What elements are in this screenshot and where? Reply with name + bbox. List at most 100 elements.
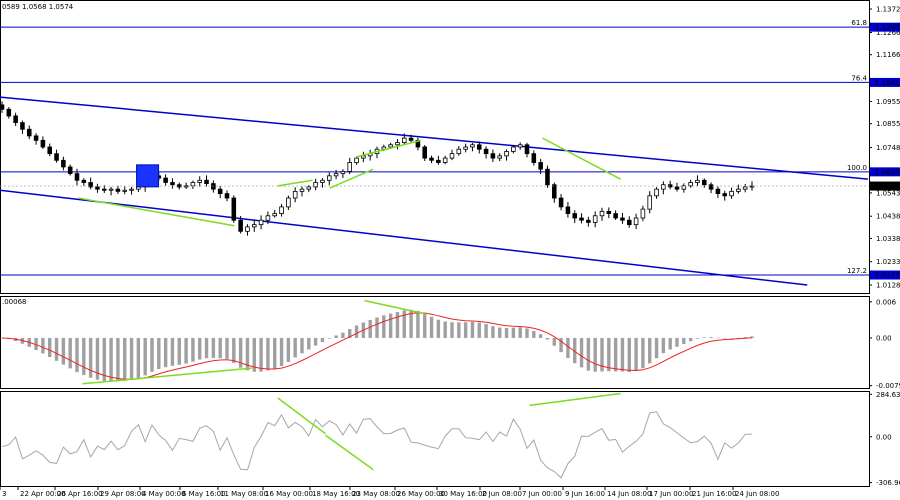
candle-body [320, 179, 325, 183]
price-tick-label: 1.0543 [876, 189, 900, 197]
macd-histogram-bar [163, 337, 168, 368]
macd-histogram-bar [559, 337, 563, 353]
macd-histogram-bar [68, 337, 72, 369]
price-tick-label: 1.0955 [876, 98, 900, 106]
candle-body [401, 137, 407, 143]
cci-panel[interactable] [0, 391, 870, 487]
candle-body [545, 168, 550, 186]
candle-body [681, 185, 687, 190]
candle-body [306, 186, 312, 190]
price-tick-label: 1.1372 [876, 5, 900, 13]
candle-body [586, 219, 591, 223]
candle-body [183, 185, 189, 188]
candle-body [640, 208, 646, 219]
candle-body [688, 182, 693, 187]
candle-body [388, 144, 393, 148]
macd-histogram-bar [695, 337, 700, 339]
time-tick-label: 26 Apr 16:00 [57, 490, 103, 498]
macd-histogram-bar [613, 337, 618, 372]
macd-histogram-bar [634, 337, 638, 371]
channel-line-upper [0, 96, 869, 180]
price-tick-label: 1.1166 [876, 51, 900, 59]
macd-histogram-bar [245, 337, 250, 371]
price-tick-label: 1.0233 [876, 258, 900, 266]
macd-histogram-bar [498, 327, 502, 338]
price-tick-label: 1.0338 [876, 235, 900, 243]
candle-body [524, 144, 530, 155]
candle-body [715, 188, 721, 194]
macd-histogram-bar [320, 337, 325, 343]
candle-body [558, 197, 564, 208]
fib-price-tag-label: 1.1290 [875, 24, 900, 32]
macd-histogram-bar [184, 337, 188, 364]
candle-body [88, 182, 93, 188]
macd-histogram-bar [457, 322, 461, 338]
macd-histogram-bar [382, 315, 386, 338]
macd-histogram-bar [273, 337, 277, 369]
macd-histogram-bar [368, 319, 372, 338]
main-price-panel[interactable] [0, 0, 870, 294]
macd-histogram-bar [123, 337, 127, 381]
macd-histogram-bar [354, 325, 359, 338]
macd-histogram-bar [211, 337, 216, 358]
macd-histogram-bar [395, 312, 400, 338]
macd-histogram-bar [736, 337, 741, 339]
macd-histogram-bar [238, 337, 243, 368]
macd-histogram-bar [682, 337, 686, 345]
candle-body [299, 188, 305, 192]
macd-histogram-bar [511, 327, 516, 338]
candle-body [592, 215, 598, 223]
macd-histogram-bar [34, 337, 38, 350]
macd-histogram-bar [423, 313, 427, 338]
candle-body [483, 148, 489, 155]
macd-histogram-bar [48, 337, 52, 358]
macd-histogram-bar [75, 337, 79, 373]
macd-histogram-bar [723, 337, 727, 339]
candle-body [101, 188, 107, 191]
candle-body [292, 190, 298, 199]
macd-histogram-bar [627, 337, 631, 372]
candle-body [74, 173, 80, 181]
macd-histogram-bar [341, 332, 345, 338]
macd-histogram-bar [95, 337, 100, 380]
macd-histogram-bar [416, 310, 420, 338]
macd-histogram-bar [109, 337, 113, 382]
macd-tick-label: 0.00 [876, 334, 892, 342]
macd-histogram-bar [279, 337, 284, 366]
macd-histogram-bar [191, 337, 195, 362]
macd-histogram-bar [198, 337, 202, 360]
macd-histogram-bar [470, 321, 475, 338]
macd-histogram-bar [709, 337, 713, 338]
price-tick-label: 1.1266 [876, 29, 900, 37]
macd-histogram-bar [743, 337, 747, 338]
macd-histogram-bar [116, 337, 120, 382]
time-tick-label: 22 Apr 00:00 [20, 490, 66, 498]
current-price-tag [870, 181, 900, 191]
cci-tick-label: 0.00 [876, 433, 892, 441]
candle-body [422, 146, 428, 159]
candle-body [272, 213, 278, 217]
candle-body [463, 146, 468, 150]
candle-body [170, 182, 175, 186]
candle-body [217, 188, 223, 194]
macd-histogram-bar [150, 337, 154, 372]
candle-body [408, 137, 414, 141]
candle-body [108, 188, 114, 191]
fib-level-label: 61.8 [851, 19, 867, 27]
fib-price-tag-label: 1.0638 [875, 168, 900, 176]
candle-body [204, 179, 209, 185]
candle-body [13, 115, 18, 123]
macd-histogram-bar [143, 337, 147, 376]
macd-histogram-bar [313, 337, 318, 346]
macd-histogram-bar [307, 337, 311, 350]
macd-histogram-bar [545, 337, 550, 340]
macd-histogram-bar [177, 337, 181, 365]
macd-histogram-bar [688, 337, 693, 342]
macd-histogram-bar [463, 322, 468, 338]
price-tick-label: 1.0438 [876, 213, 900, 221]
candle-body [551, 184, 557, 199]
candle-body [579, 217, 584, 221]
candle-body [565, 206, 571, 214]
candle-body [729, 190, 734, 197]
